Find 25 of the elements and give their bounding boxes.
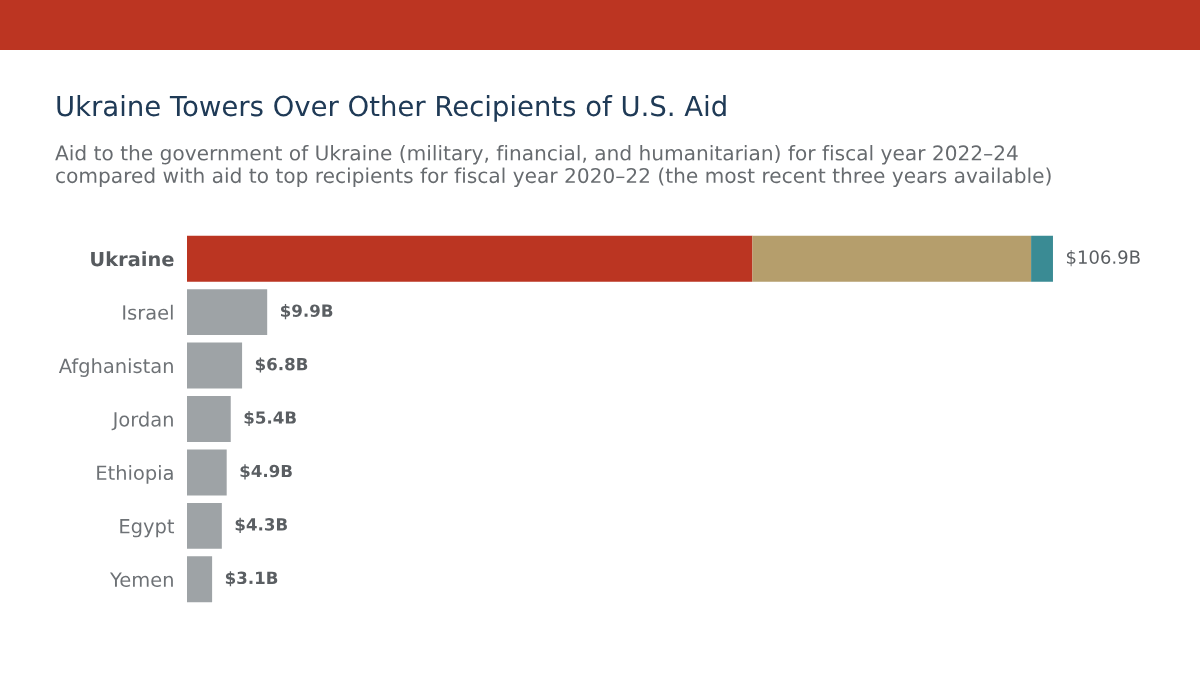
y-tick-label: Egypt (120, 519, 175, 538)
bar (187, 396, 231, 442)
y-tick-label: Yemen (109, 572, 173, 587)
bar (187, 235, 753, 282)
bar (187, 556, 213, 603)
bar (752, 235, 1032, 282)
y-tick-label: Israel (123, 304, 173, 320)
total-label: $106.9B (1066, 249, 1140, 267)
data-label: $4.3B (235, 517, 287, 533)
data-label: $3.1B (225, 571, 278, 587)
bar (187, 342, 243, 389)
bar (187, 289, 268, 336)
data-label: $9.9B (281, 304, 333, 320)
y-tick-label: Jordan (111, 411, 173, 431)
bar (187, 502, 222, 549)
chart-subtitle: Aid to the government of Ukraine (military, financial, and humanitarian) for fiscal year 2022–24 compared with aid to top recipients for fiscal year 2020–22 (the most recent three years available) (55, 145, 1051, 188)
y-tick-label: Ethiopia (97, 465, 173, 484)
data-label: $4.9B (240, 464, 292, 480)
y-tick-label: Ukraine (91, 251, 174, 267)
y-tick-label: Afghanistan (58, 358, 173, 377)
data-label: $5.4B (244, 410, 296, 427)
bar (1031, 235, 1053, 282)
data-label: $6.8B (255, 357, 308, 373)
chart-title: Ukraine Towers Over Other Recipients of U.S. Aid (57, 95, 726, 122)
bar (187, 449, 227, 496)
